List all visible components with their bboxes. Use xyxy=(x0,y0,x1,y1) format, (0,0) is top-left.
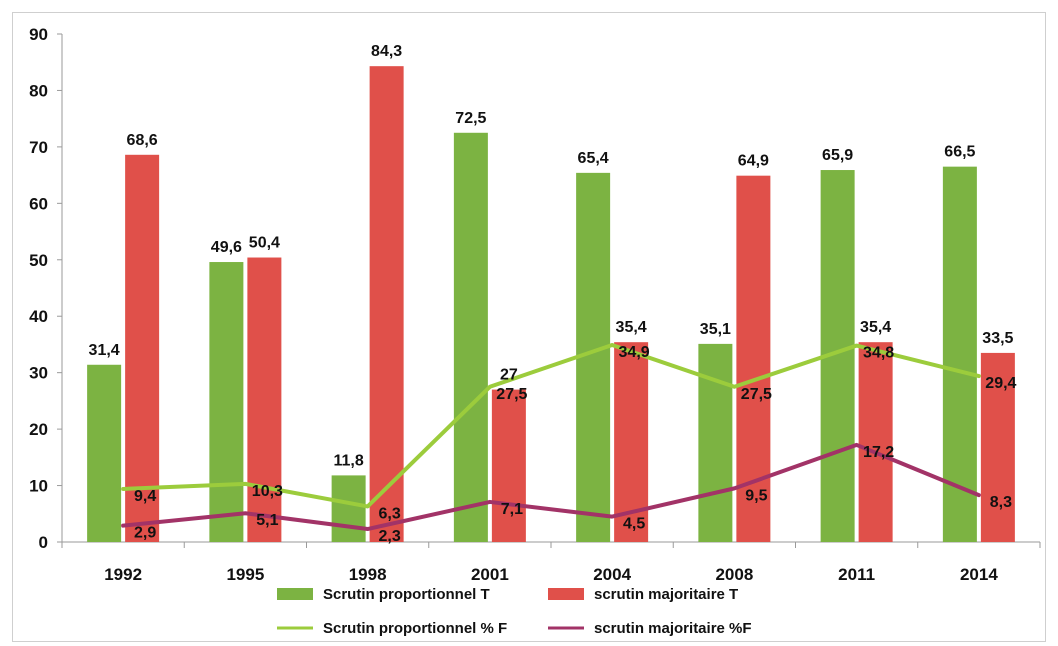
x-tick-label: 1995 xyxy=(226,565,264,584)
bar-value-label: 66,5 xyxy=(944,144,975,161)
line-point xyxy=(732,385,736,389)
line-point xyxy=(121,524,125,528)
line-point xyxy=(366,504,370,508)
bar xyxy=(209,262,244,542)
x-tick-label: 1992 xyxy=(104,565,142,584)
line-value-label: 29,4 xyxy=(985,375,1016,392)
bar xyxy=(491,389,526,542)
x-tick-label: 2008 xyxy=(715,565,753,584)
line-value-label: 2,3 xyxy=(379,528,401,545)
bar-value-label: 65,9 xyxy=(822,147,853,164)
bar-value-label: 50,4 xyxy=(249,235,280,252)
bar xyxy=(698,343,733,542)
line-value-label: 9,5 xyxy=(745,487,767,504)
bar xyxy=(125,154,160,542)
line-point xyxy=(855,443,859,447)
line-value-label: 4,5 xyxy=(623,516,645,533)
y-tick-label: 20 xyxy=(29,420,48,439)
bar-value-label: 35,4 xyxy=(616,319,647,336)
bar xyxy=(331,475,366,542)
y-tick-label: 70 xyxy=(29,138,48,157)
line-value-label: 9,4 xyxy=(134,488,156,505)
bar-value-label: 31,4 xyxy=(89,342,120,359)
x-tick-label: 2011 xyxy=(838,565,875,584)
bar xyxy=(453,132,488,542)
line-value-label: 34,8 xyxy=(863,345,894,362)
line-value-label: 2,9 xyxy=(134,525,156,542)
line-point xyxy=(732,486,736,490)
x-tick-label: 2004 xyxy=(593,565,631,584)
legend-swatch xyxy=(277,588,313,600)
x-tick-label: 2001 xyxy=(471,565,509,584)
line-point xyxy=(366,527,370,531)
line-value-label: 10,3 xyxy=(252,483,283,500)
line-value-label: 8,3 xyxy=(990,494,1012,511)
bar-value-label: 68,6 xyxy=(127,132,158,149)
bar-value-label: 35,1 xyxy=(700,321,731,338)
bar-value-label: 49,6 xyxy=(211,239,242,256)
bar-value-label: 64,9 xyxy=(738,153,769,170)
bar-value-label: 33,5 xyxy=(982,330,1013,347)
y-tick-label: 50 xyxy=(29,251,48,270)
legend-label: scrutin majoritaire T xyxy=(594,586,738,603)
line-point xyxy=(855,344,859,348)
bar xyxy=(369,66,404,542)
y-tick-label: 10 xyxy=(29,477,48,496)
y-tick-label: 0 xyxy=(39,533,48,552)
line-point xyxy=(488,500,492,504)
x-tick-label: 1998 xyxy=(349,565,387,584)
line-value-label: 34,9 xyxy=(619,344,650,361)
y-tick-label: 90 xyxy=(29,25,48,44)
y-tick-label: 80 xyxy=(29,81,48,100)
bar-value-label: 65,4 xyxy=(578,150,609,167)
line-point xyxy=(121,487,125,491)
line-value-label: 6,3 xyxy=(379,505,401,522)
bar xyxy=(858,342,893,542)
x-tick-label: 2014 xyxy=(960,565,998,584)
line-point xyxy=(243,511,247,515)
line-value-label: 17,2 xyxy=(863,444,894,461)
line-point xyxy=(610,343,614,347)
data-labels: 31,4 49,6 11,8 72,5 65,4 35,1 65,9 66,5 68,6 50,4… xyxy=(89,43,1017,545)
line-point xyxy=(610,515,614,519)
legend-label: Scrutin proportionnel T xyxy=(323,586,490,603)
legend-swatch xyxy=(548,588,584,600)
line-value-label: 27,5 xyxy=(741,386,772,403)
line-point xyxy=(243,482,247,486)
bar xyxy=(87,364,122,542)
lines xyxy=(121,343,981,532)
y-tick-label: 60 xyxy=(29,194,48,213)
bar-value-label: 84,3 xyxy=(371,43,402,60)
line-value-label: 5,1 xyxy=(256,512,278,529)
y-tick-label: 40 xyxy=(29,307,48,326)
bar-value-label: 35,4 xyxy=(860,319,891,336)
series-line xyxy=(121,442,981,532)
bar xyxy=(247,257,282,542)
bars xyxy=(87,66,1015,543)
series-line xyxy=(121,343,981,509)
bar xyxy=(980,352,1015,542)
bar-value-label: 27 xyxy=(500,367,518,384)
y-tick-label: 30 xyxy=(29,364,48,383)
legend-label: scrutin majoritaire %F xyxy=(594,620,752,637)
line-point xyxy=(977,374,981,378)
line-value-label: 7,1 xyxy=(501,501,523,518)
legend-label: Scrutin proportionnel % F xyxy=(323,620,507,637)
bar-value-label: 11,8 xyxy=(333,452,363,469)
bar xyxy=(942,166,977,542)
line-point xyxy=(977,493,981,497)
line-point xyxy=(488,385,492,389)
legend: Scrutin proportionnel T scrutin majoritai… xyxy=(277,586,752,637)
line-value-label: 27,5 xyxy=(496,386,527,403)
bar-value-label: 72,5 xyxy=(455,110,486,127)
